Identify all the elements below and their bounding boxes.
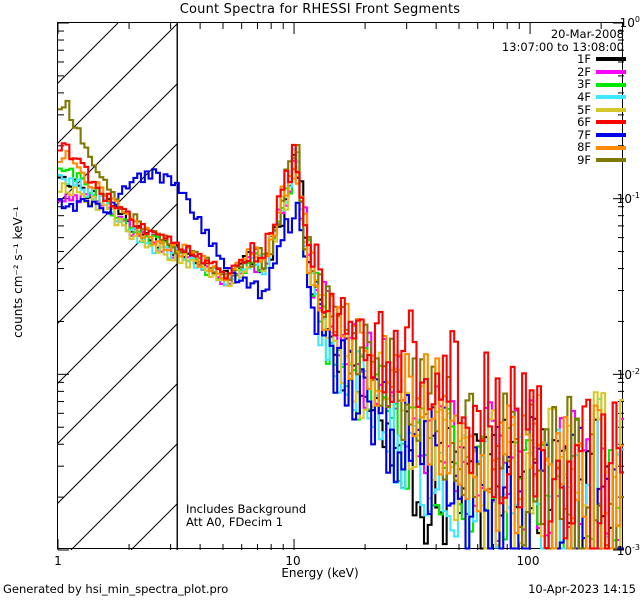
legend-item-6f: 6F bbox=[502, 116, 626, 129]
spectra-canvas bbox=[57, 22, 624, 551]
legend-item-2f: 2F bbox=[502, 66, 626, 79]
legend-item-1f: 1F bbox=[502, 53, 626, 66]
spectrum-6f bbox=[58, 142, 624, 550]
legend-label: 3F bbox=[577, 77, 591, 92]
legend-label: 5F bbox=[577, 102, 591, 117]
y-tick-0: 100 bbox=[619, 15, 640, 30]
y-tick-1: 10-1 bbox=[616, 191, 640, 206]
legend-swatch bbox=[596, 120, 626, 125]
plot-annotations: Includes Background Att A0, FDecim 1 bbox=[186, 503, 306, 529]
legend-label: 4F bbox=[577, 89, 591, 104]
legend-label: 1F bbox=[577, 52, 591, 67]
footer-timestamp: 10-Apr-2023 14:15 bbox=[528, 582, 636, 596]
legend-date: 20-Mar-2008 bbox=[550, 27, 624, 41]
y-tick-3: 10-3 bbox=[616, 543, 640, 558]
spectra-series bbox=[58, 99, 624, 550]
x-tick-1: 1 bbox=[54, 554, 62, 568]
legend: 20-Mar-2008 13:07:00 to 13:08:00 1F 2F 3F 4… bbox=[502, 28, 626, 167]
page-title: Count Spectra for RHESSI Front Segments bbox=[179, 2, 461, 17]
x-axis-title: Energy (keV) bbox=[281, 566, 359, 580]
legend-label: 2F bbox=[577, 64, 591, 79]
plot-area bbox=[57, 22, 624, 551]
legend-item-5f: 5F bbox=[502, 102, 626, 117]
legend-swatch bbox=[596, 133, 626, 138]
y-tick-2: 10-2 bbox=[616, 367, 640, 382]
legend-item-4f: 4F bbox=[502, 91, 626, 104]
legend-swatch bbox=[596, 82, 626, 87]
x-tick-10: 10 bbox=[285, 554, 301, 568]
legend-entries: 1F 2F 3F 4F 5F 6F 7F 8F 9F bbox=[502, 53, 626, 166]
legend-swatch bbox=[596, 158, 626, 163]
legend-swatch bbox=[596, 95, 626, 100]
legend-item-8f: 8F bbox=[502, 141, 626, 154]
legend-label: 8F bbox=[577, 140, 591, 155]
legend-time-range: 13:07:00 to 13:08:00 bbox=[501, 39, 624, 54]
spectrum-7f bbox=[58, 168, 624, 550]
legend-label: 6F bbox=[577, 115, 591, 130]
annotation-background: Includes Background bbox=[186, 502, 307, 516]
legend-item-9f: 9F bbox=[502, 154, 626, 167]
legend-label: 9F bbox=[577, 152, 591, 167]
annotation-attenuator: Att A0, FDecim 1 bbox=[186, 515, 284, 529]
legend-swatch bbox=[596, 70, 626, 75]
x-tick-100: 100 bbox=[516, 554, 540, 568]
legend-item-7f: 7F bbox=[502, 129, 626, 142]
y-axis-title: counts cm⁻² s⁻¹ keV⁻¹ bbox=[11, 206, 25, 338]
legend-label: 7F bbox=[577, 127, 591, 142]
legend-swatch bbox=[596, 107, 626, 112]
spectrum-5f bbox=[58, 169, 624, 550]
hatched-exclusion-region bbox=[58, 23, 178, 550]
legend-swatch bbox=[596, 145, 626, 150]
legend-item-3f: 3F bbox=[502, 78, 626, 91]
legend-swatch bbox=[596, 57, 626, 62]
footer-generator: Generated by hsi_min_spectra_plot.pro bbox=[3, 582, 229, 596]
